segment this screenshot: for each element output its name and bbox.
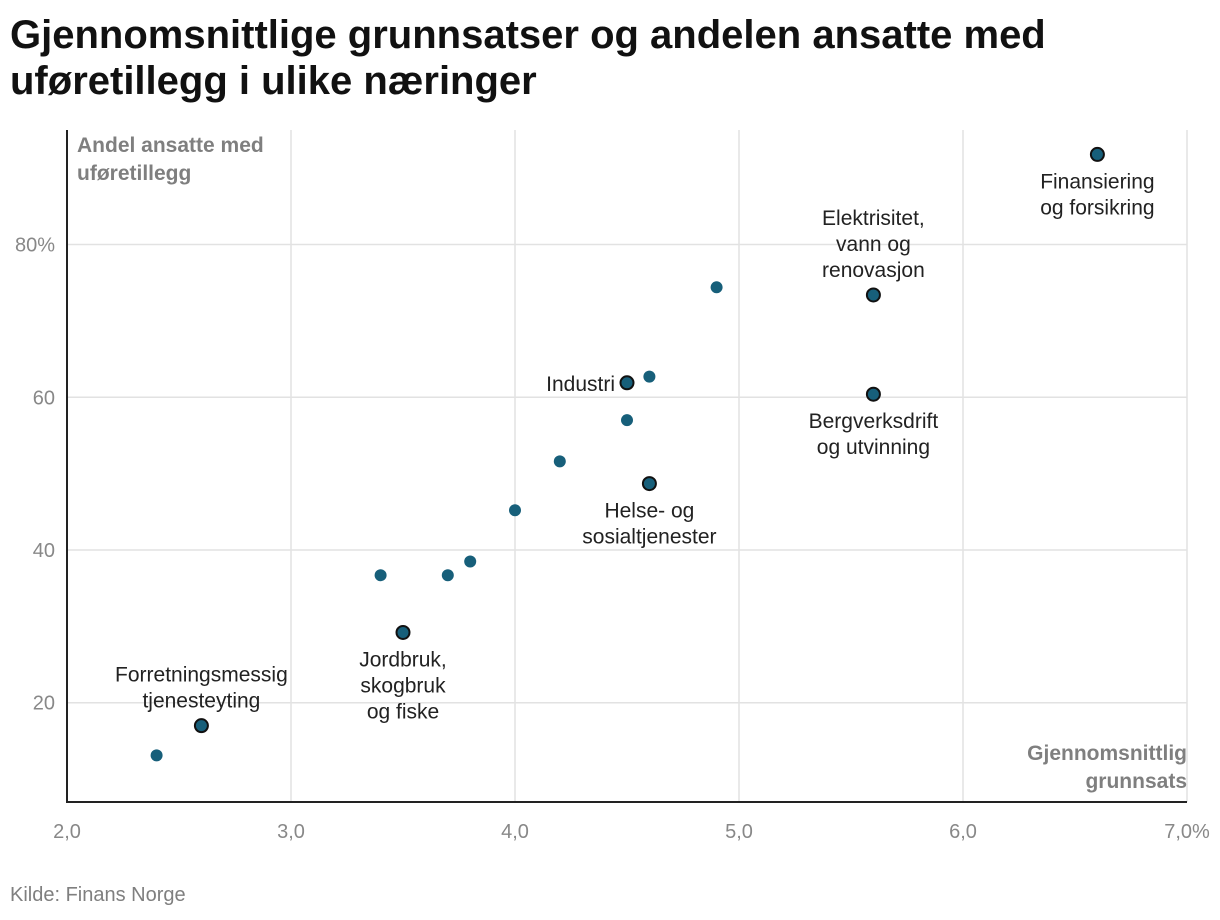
point-label: Jordbruk, skogbruk og fiske (359, 648, 447, 723)
annotation-layer: Forretningsmessig tjenesteyting Jordbruk, s… (115, 170, 1155, 723)
y-tick-label: 60 (33, 387, 55, 409)
data-point (441, 569, 454, 582)
highlighted-data-point (865, 287, 881, 303)
data-point (643, 370, 656, 383)
data-point (374, 569, 387, 582)
data-point (509, 504, 521, 517)
y-axis-title: Andel ansatte med uføretillegg (77, 134, 264, 185)
point-label: Finansiering og forsikring (1040, 170, 1154, 219)
highlighted-data-point (395, 624, 411, 640)
data-point (553, 455, 566, 468)
highlighted-data-point (865, 386, 881, 402)
highlighted-data-point (619, 375, 635, 391)
chart-title-line-2: uføretillegg i ulike næringer (10, 59, 537, 103)
point-label: Helse- og sosialtjenester (582, 500, 716, 549)
scatter-chart: 2,0 3,0 4,0 5,0 6,0 7,0% 20 40 60 80% Andel ansat… (15, 130, 1210, 843)
axis-title-layer: Andel ansatte med uføretillegg Gjennomsnit… (77, 134, 1187, 793)
data-point (464, 555, 477, 568)
x-tick-label: 3,0 (277, 821, 305, 843)
data-point (710, 281, 723, 294)
source-note: Kilde: Finans Norge (10, 884, 186, 906)
chart-title-line-1: Gjennomsnittlige grunnsatser og andelen … (10, 13, 1046, 57)
point-layer (150, 146, 1105, 762)
x-tick-label: 5,0 (725, 821, 753, 843)
point-label: Elektrisitet, vann og renovasjon (822, 207, 925, 282)
data-point (621, 414, 633, 427)
axis-layer (66, 130, 1187, 803)
point-label: Industri (546, 373, 615, 396)
y-tick-label: 20 (33, 693, 55, 715)
y-tick-label: 80% (15, 235, 55, 257)
point-label: Bergverksdrift og utvinning (809, 410, 939, 459)
grid-layer (67, 130, 1188, 802)
x-axis-title: Gjennomsnittlig grunnsats (1027, 742, 1187, 793)
highlighted-data-point (193, 718, 209, 734)
y-tick-label: 40 (33, 540, 55, 562)
x-tick-label: 6,0 (949, 821, 977, 843)
x-tick-label: 7,0% (1164, 821, 1210, 843)
point-label: Forretningsmessig tjenesteyting (115, 664, 288, 713)
highlighted-data-point (641, 476, 657, 492)
x-tick-label: 4,0 (501, 821, 529, 843)
tick-label-layer: 2,0 3,0 4,0 5,0 6,0 7,0% 20 40 60 80% (15, 235, 1210, 843)
highlighted-data-point (1089, 146, 1105, 162)
x-tick-label: 2,0 (53, 821, 81, 843)
chart-title: Gjennomsnittlige grunnsatser og andelen … (10, 12, 1190, 104)
data-point (150, 749, 163, 762)
